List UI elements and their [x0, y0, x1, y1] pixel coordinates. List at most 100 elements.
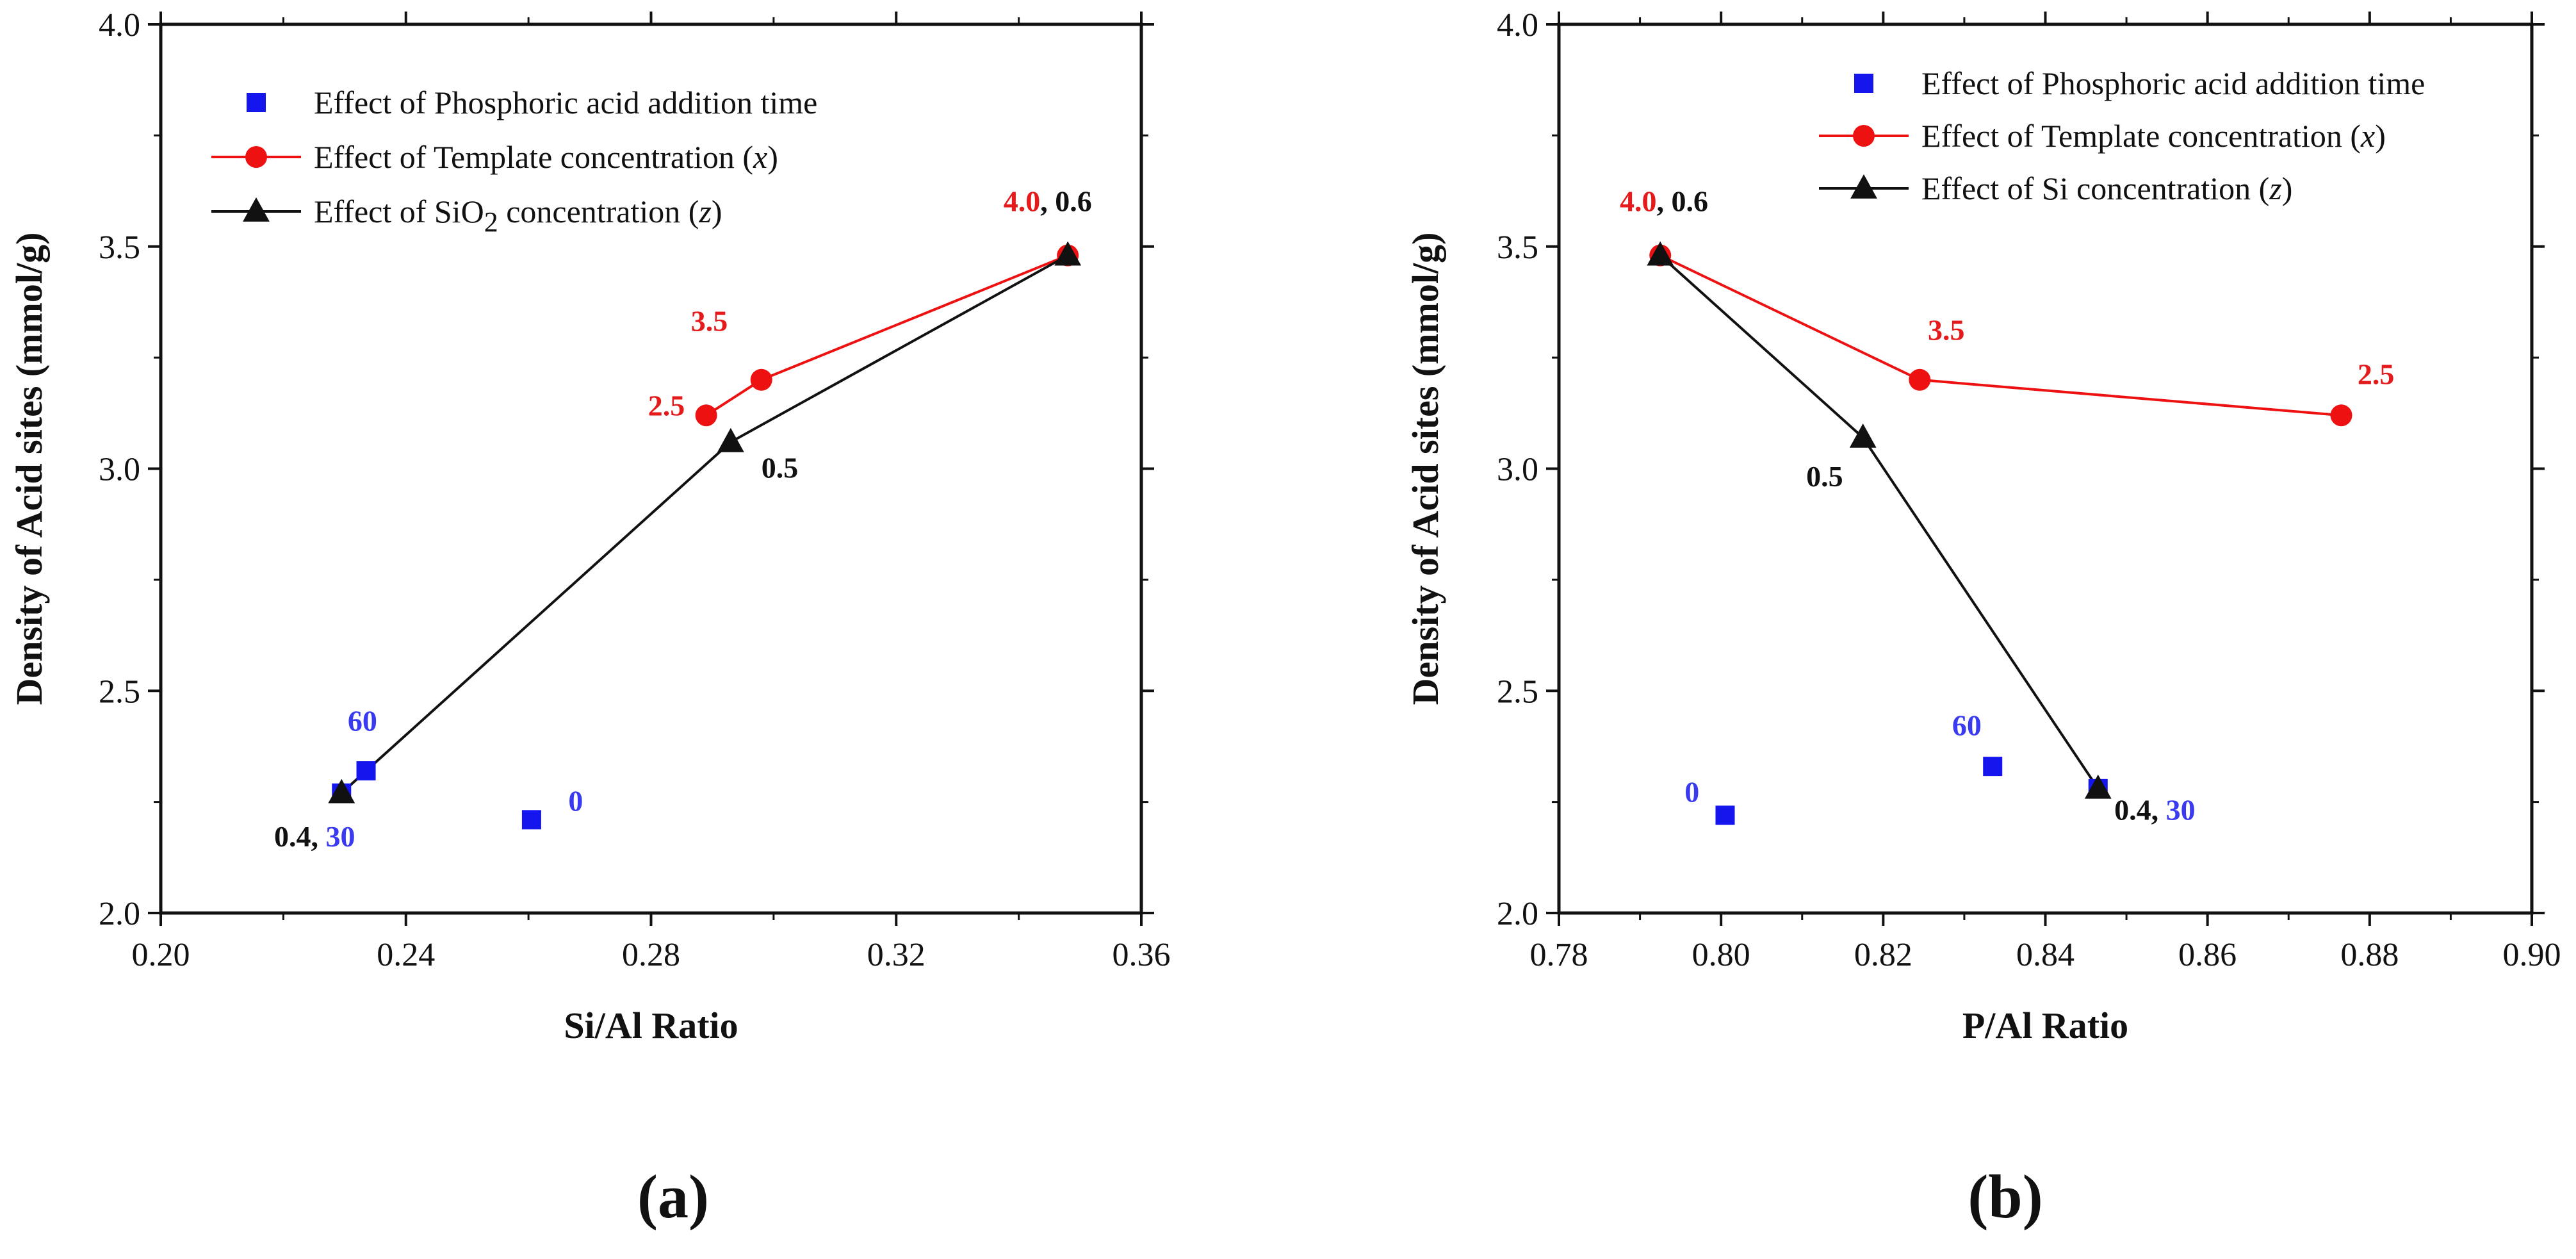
y-axis-title: Density of Acid sites (mmol/g)	[1405, 233, 1446, 705]
legend-marker	[1853, 125, 1875, 147]
annotation-text: 4.0	[1620, 185, 1657, 217]
x-tick-label: 0.80	[1692, 937, 1750, 973]
legend-label: Effect of Template concentration (x)	[1921, 118, 2386, 154]
data-point	[717, 427, 744, 452]
point-annotation: 4.0, 0.6	[1620, 185, 1708, 217]
chart-panel-b: 0.78 0.80 0.82 0.84 0.86 0.88 0.90 2.0 2.5 3.0 3.5…	[1405, 7, 2561, 1231]
annotation-text: 30	[326, 820, 355, 853]
series-line	[1659, 254, 2099, 789]
y-tick-label: 3.5	[1497, 229, 1538, 266]
data-point	[356, 761, 376, 781]
x-tick-label: 0.90	[2503, 937, 2561, 973]
data-point	[1054, 241, 1082, 266]
point-annotation: 60	[348, 705, 377, 737]
legend-label: Effect of Phosphoric acid addition time	[1921, 65, 2425, 101]
annotation-text: , 0.6	[1040, 185, 1092, 217]
data-point	[2084, 774, 2112, 799]
point-annotation: 2.5	[648, 389, 685, 422]
annotation-text: 0	[568, 784, 583, 817]
y-tick-label: 2.5	[99, 673, 140, 710]
legend-italic: x	[753, 139, 767, 175]
series-line	[1659, 254, 2342, 417]
y-tick-label: 2.0	[1497, 896, 1538, 932]
annotation-text: 0.4,	[2114, 793, 2166, 826]
annotation-text: 2.5	[648, 389, 685, 422]
legend-text-part: Effect of Si concentration (	[1921, 170, 2269, 206]
legend-label: Effect of Template concentration (x)	[314, 139, 778, 175]
x-tick-label: 0.84	[2016, 937, 2075, 973]
point-annotation: 0.4, 30	[274, 820, 355, 853]
x-tick-label: 0.88	[2340, 937, 2399, 973]
point-annotation: 0.5	[762, 451, 799, 484]
legend-text-part: )	[767, 139, 778, 175]
y-tick-label: 2.0	[99, 896, 140, 932]
data-point	[1909, 368, 1931, 391]
y-tick-label: 3.5	[99, 229, 140, 266]
x-tick-label: 0.24	[377, 937, 435, 973]
data-point	[521, 810, 541, 830]
legend-text-part: Effect of Phosphoric acid addition time	[1921, 65, 2425, 101]
legend-marker	[243, 197, 270, 222]
data-point	[1647, 241, 1674, 266]
legend-label: Effect of SiO2 concentration (z)	[314, 193, 722, 238]
annotation-text: 3.5	[1928, 313, 1965, 346]
legend-italic: z	[2269, 170, 2281, 206]
point-annotation: 0.5	[1806, 460, 1843, 493]
data-point	[2330, 404, 2352, 427]
point-annotation: 0	[568, 784, 583, 817]
legend-text-part: )	[2282, 170, 2293, 206]
legend-text-part: )	[2375, 118, 2386, 154]
y-tick-label: 3.0	[99, 452, 140, 488]
data-point	[328, 778, 355, 803]
annotation-text: 0	[1684, 776, 1699, 809]
data-point	[1715, 805, 1735, 825]
point-annotation: 0	[1684, 776, 1699, 809]
data-point	[750, 368, 772, 391]
annotation-text: 60	[1952, 709, 1982, 742]
point-annotation: 0.4, 30	[2114, 793, 2196, 826]
x-axis-title: P/Al Ratio	[1962, 1005, 2128, 1046]
legend-text-part: Effect of Phosphoric acid addition time	[314, 85, 817, 120]
legend-marker	[247, 93, 266, 112]
data-point	[1849, 423, 1877, 448]
legend-marker	[1854, 74, 1873, 93]
panel-label: (b)	[1968, 1162, 2042, 1231]
x-tick-label: 0.86	[2178, 937, 2237, 973]
series-line	[705, 254, 1068, 416]
x-tick-label: 0.20	[132, 937, 190, 973]
x-tick-label: 0.82	[1854, 937, 1912, 973]
annotation-text: 0.5	[1806, 460, 1843, 493]
legend-subscript: 2	[484, 206, 498, 238]
y-tick-label: 2.5	[1497, 673, 1538, 710]
x-tick-label: 0.78	[1530, 937, 1588, 973]
annotation-text: 2.5	[2358, 358, 2395, 391]
chart-panel-a: 0.20 0.24 0.28 0.32 0.36 2.0 2.5 3.0 3.5 4.0 Si/Al…	[8, 7, 1171, 1231]
x-tick-label: 0.32	[867, 937, 925, 973]
legend-italic: z	[698, 193, 711, 229]
data-point	[695, 404, 717, 427]
x-tick-label: 0.36	[1113, 937, 1171, 973]
annotation-text: 30	[2166, 793, 2196, 826]
y-tick-label: 3.0	[1497, 452, 1538, 488]
annotation-text: 0.5	[762, 451, 799, 484]
legend-text-part: Effect of SiO	[314, 193, 484, 229]
legend-text-part: )	[712, 193, 722, 229]
legend-italic: x	[2360, 118, 2375, 154]
point-annotation: 60	[1952, 709, 1982, 742]
annotation-text: 3.5	[691, 305, 728, 338]
annotation-text: , 0.6	[1656, 185, 1708, 217]
point-annotation: 2.5	[2358, 358, 2395, 391]
legend-text-part: Effect of Template concentration (	[1921, 118, 2361, 154]
y-tick-label: 4.0	[99, 7, 140, 44]
legend-text-part: Effect of Template concentration (	[314, 139, 753, 175]
x-tick-label: 0.28	[622, 937, 680, 973]
y-axis-title: Density of Acid sites (mmol/g)	[8, 233, 50, 705]
annotation-text: 60	[348, 705, 377, 737]
point-annotation: 3.5	[691, 305, 728, 338]
plot-frame	[1557, 22, 2534, 915]
annotation-text: 0.4,	[274, 820, 326, 853]
legend-marker	[1850, 174, 1877, 199]
legend-label: Effect of Phosphoric acid addition time	[314, 85, 817, 120]
legend-marker	[245, 146, 267, 168]
